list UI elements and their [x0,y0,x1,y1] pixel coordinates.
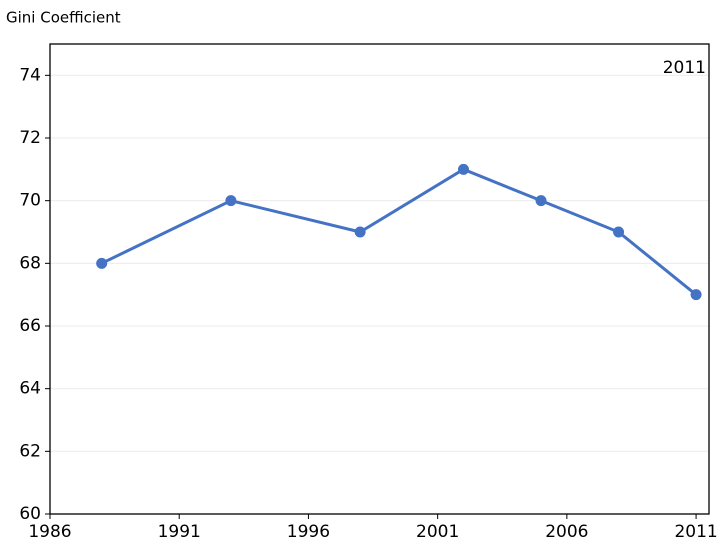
x-tick-label: 1996 [287,522,330,542]
plot-frame [49,43,710,515]
x-tick-label: 2011 [674,522,717,542]
marker [457,163,469,175]
marker [354,226,366,238]
y-tick-label: 66 [19,316,41,336]
marker [690,289,702,301]
y-tick-label: 74 [19,65,41,85]
y-axis-label: Gini Coefficient [6,9,121,27]
x-tick-label: 1991 [158,522,201,542]
y-tick-label: 60 [19,504,41,524]
x-tick-label: 2006 [545,522,588,542]
marker [535,195,547,207]
y-tick-label: 64 [19,379,41,399]
annotation: 2011 [663,58,706,78]
y-tick-label: 62 [19,441,41,461]
marker [613,226,625,238]
y-tick-label: 72 [19,128,41,148]
y-tick-label: 68 [19,253,41,273]
marker [225,195,237,207]
line [101,167,698,296]
x-tick-label: 1986 [28,522,71,542]
marker [96,257,108,269]
x-tick-label: 2001 [416,522,459,542]
y-tick-label: 70 [19,191,41,211]
